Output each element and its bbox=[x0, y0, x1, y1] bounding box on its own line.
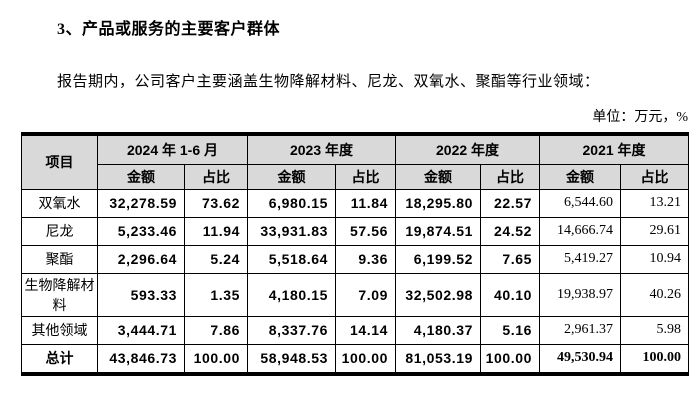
ratio-cell: 1.35 bbox=[184, 272, 248, 317]
amount-cell: 2,961.37 bbox=[539, 315, 622, 345]
amount-cell: 593.33 bbox=[97, 272, 185, 317]
customer-industry-table: 项目 2024 年 1-6 月 2023 年度 2022 年度 2021 年度 … bbox=[21, 132, 690, 376]
ratio-cell: 14.14 bbox=[334, 315, 397, 345]
table-body: 双氧水 32,278.59 73.62 6,980.15 11.84 18,295.80 2… bbox=[21, 188, 690, 375]
amount-cell: 6,544.60 bbox=[539, 188, 622, 218]
ratio-cell: 40.10 bbox=[480, 272, 541, 317]
amount-cell: 32,278.59 bbox=[97, 188, 185, 218]
amount-cell: 5,518.64 bbox=[247, 244, 336, 274]
amount-cell: 6,199.52 bbox=[395, 244, 482, 274]
intro-paragraph: 报告期内，公司客户主要涵盖生物降解材料、尼龙、双氧水、聚酯等行业领域： bbox=[57, 74, 600, 90]
ratio-cell: 10.94 bbox=[620, 244, 690, 274]
ratio-cell: 22.57 bbox=[480, 188, 541, 218]
amount-cell: 14,666.74 bbox=[539, 216, 622, 246]
header-row-periods: 项目 2024 年 1-6 月 2023 年度 2022 年度 2021 年度 bbox=[21, 133, 690, 190]
subheader-ratio: 占比 bbox=[480, 163, 541, 190]
table-row: 聚酯 2,296.64 5.24 5,518.64 9.36 6,199.52 7.65 5,… bbox=[21, 244, 690, 274]
amount-cell: 8,337.76 bbox=[247, 315, 336, 345]
ratio-cell: 57.56 bbox=[334, 216, 397, 246]
ratio-cell: 5.98 bbox=[620, 315, 690, 345]
ratio-cell: 100.00 bbox=[620, 343, 690, 375]
row-label: 其他领域 bbox=[21, 315, 98, 345]
subheader-ratio: 占比 bbox=[184, 163, 248, 190]
row-label: 生物降解材料 bbox=[21, 272, 98, 317]
ratio-cell: 7.65 bbox=[480, 244, 541, 274]
amount-cell: 32,502.98 bbox=[395, 272, 482, 317]
header-row-subcolumns: 金额 占比 金额 占比 金额 占比 金额 占比 bbox=[22, 163, 690, 190]
amount-cell: 18,295.80 bbox=[395, 188, 482, 218]
amount-cell: 2,296.64 bbox=[97, 244, 185, 274]
amount-cell: 58,948.53 bbox=[247, 343, 336, 375]
table-row: 双氧水 32,278.59 73.62 6,980.15 11.84 18,295.80 2… bbox=[21, 188, 690, 218]
ratio-cell: 100.00 bbox=[480, 343, 541, 375]
ratio-cell: 9.36 bbox=[334, 244, 397, 274]
amount-cell: 5,419.27 bbox=[539, 244, 622, 274]
amount-cell: 81,053.19 bbox=[395, 343, 482, 375]
ratio-cell: 100.00 bbox=[184, 343, 248, 375]
row-label: 聚酯 bbox=[21, 244, 98, 274]
ratio-cell: 5.24 bbox=[184, 244, 248, 274]
table-row: 生物降解材料 593.33 1.35 4,180.15 7.09 32,502.98 40.… bbox=[21, 272, 690, 317]
amount-cell: 4,180.37 bbox=[395, 315, 482, 345]
amount-cell: 5,233.46 bbox=[97, 216, 185, 246]
subheader-amount: 金额 bbox=[97, 163, 185, 190]
amount-cell: 43,846.73 bbox=[97, 343, 185, 375]
row-label: 尼龙 bbox=[21, 216, 98, 246]
table-row-total: 总计 43,846.73 100.00 58,948.53 100.00 81,053.1… bbox=[21, 343, 690, 375]
section-heading: 3、产品或服务的主要客户群体 bbox=[57, 21, 281, 38]
col-header-2021: 2021 年度 bbox=[539, 133, 690, 165]
subheader-ratio: 占比 bbox=[620, 163, 690, 190]
table-row: 其他领域 3,444.71 7.86 8,337.76 14.14 4,180.37 5.1… bbox=[21, 315, 690, 345]
ratio-cell: 73.62 bbox=[184, 188, 248, 218]
ratio-cell: 11.94 bbox=[184, 216, 248, 246]
ratio-cell: 29.61 bbox=[620, 216, 690, 246]
ratio-cell: 5.16 bbox=[480, 315, 541, 345]
row-label: 总计 bbox=[21, 343, 98, 375]
ratio-cell: 13.21 bbox=[620, 188, 690, 218]
row-label: 双氧水 bbox=[21, 188, 98, 218]
subheader-amount: 金额 bbox=[247, 163, 336, 190]
amount-cell: 19,938.97 bbox=[539, 272, 622, 317]
ratio-cell: 11.84 bbox=[334, 188, 397, 218]
amount-cell: 6,980.15 bbox=[247, 188, 336, 218]
ratio-cell: 40.26 bbox=[620, 272, 690, 317]
subheader-amount: 金额 bbox=[539, 163, 622, 190]
amount-cell: 4,180.15 bbox=[247, 272, 336, 317]
col-header-2023: 2023 年度 bbox=[246, 133, 397, 165]
amount-cell: 33,931.83 bbox=[247, 216, 336, 246]
col-header-2022: 2022 年度 bbox=[395, 133, 541, 165]
ratio-cell: 7.86 bbox=[184, 315, 248, 345]
ratio-cell: 24.52 bbox=[480, 216, 541, 246]
ratio-cell: 100.00 bbox=[334, 343, 397, 375]
amount-cell: 49,530.94 bbox=[539, 343, 622, 375]
amount-cell: 19,874.51 bbox=[395, 216, 482, 246]
col-header-item: 项目 bbox=[21, 133, 98, 190]
subheader-ratio: 占比 bbox=[334, 163, 397, 190]
subheader-amount: 金额 bbox=[395, 163, 482, 190]
ratio-cell: 7.09 bbox=[334, 272, 397, 317]
unit-note: 单位：万元，% bbox=[592, 110, 688, 125]
table-row: 尼龙 5,233.46 11.94 33,931.83 57.56 19,874.51 24… bbox=[21, 216, 690, 246]
table-header: 项目 2024 年 1-6 月 2023 年度 2022 年度 2021 年度 … bbox=[21, 133, 690, 190]
col-header-2024: 2024 年 1-6 月 bbox=[97, 133, 248, 165]
amount-cell: 3,444.71 bbox=[97, 315, 185, 345]
